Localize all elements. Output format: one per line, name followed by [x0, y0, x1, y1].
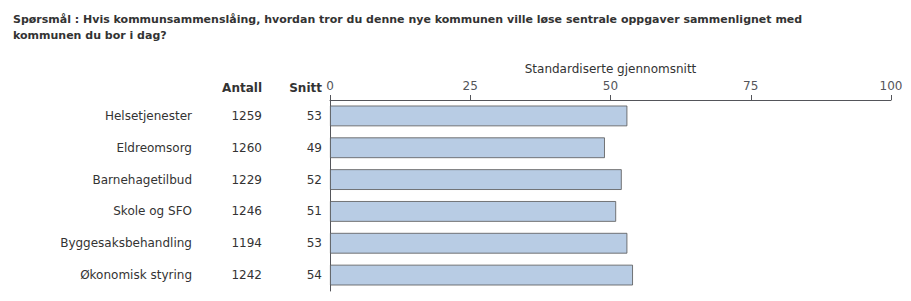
svg-text:Standardiserte gjennomsnitt: Standardiserte gjennomsnitt — [525, 62, 697, 76]
svg-text:1259: 1259 — [231, 109, 262, 123]
svg-text:51: 51 — [307, 204, 322, 218]
svg-text:Antall: Antall — [222, 81, 262, 95]
svg-text:25: 25 — [463, 79, 478, 93]
svg-text:Eldreomsorg: Eldreomsorg — [116, 141, 192, 155]
svg-text:kommunen du bor i dag?: kommunen du bor i dag? — [13, 29, 167, 42]
svg-text:1194: 1194 — [231, 236, 262, 250]
svg-text:Spørsmål : Hvis kommunsammensl: Spørsmål : Hvis kommunsammenslåing, hvor… — [13, 13, 802, 26]
svg-text:49: 49 — [307, 141, 322, 155]
svg-text:52: 52 — [307, 173, 322, 187]
svg-text:Helsetjenester: Helsetjenester — [105, 109, 192, 123]
svg-text:Snitt: Snitt — [289, 81, 322, 95]
svg-text:100: 100 — [880, 79, 903, 93]
svg-text:75: 75 — [743, 79, 758, 93]
svg-text:Økonomisk styring: Økonomisk styring — [80, 268, 192, 282]
svg-text:Byggesaksbehandling: Byggesaksbehandling — [60, 236, 192, 250]
svg-text:1260: 1260 — [231, 141, 262, 155]
svg-text:53: 53 — [307, 109, 322, 123]
svg-text:53: 53 — [307, 236, 322, 250]
svg-text:1246: 1246 — [231, 204, 262, 218]
svg-text:0: 0 — [326, 79, 334, 93]
svg-text:54: 54 — [307, 268, 322, 282]
svg-text:Skole og SFO: Skole og SFO — [113, 204, 192, 218]
svg-text:1242: 1242 — [231, 268, 262, 282]
svg-text:50: 50 — [603, 79, 618, 93]
svg-text:1229: 1229 — [231, 173, 262, 187]
svg-text:Barnehagetilbud: Barnehagetilbud — [93, 173, 192, 187]
